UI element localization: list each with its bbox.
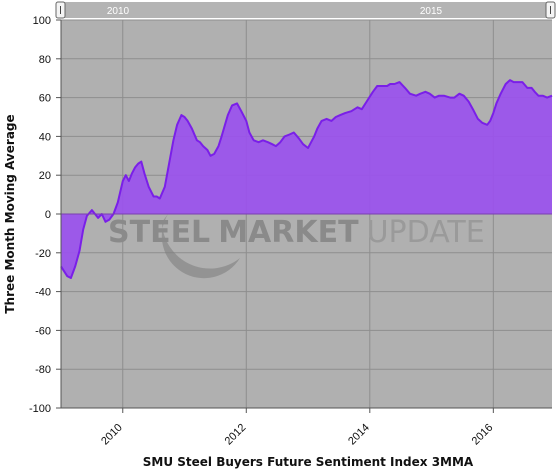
navigator-bar[interactable] — [61, 2, 552, 18]
watermark-swoosh — [161, 214, 240, 279]
watermark: STEEL MARKET UPDATE — [108, 214, 485, 279]
y-tick-label-8: -60 — [35, 325, 51, 337]
navigator[interactable]: 2010 2015 — [55, 1, 556, 19]
x-tick-label-1: 2012 — [223, 422, 249, 448]
watermark-text: STEEL MARKET UPDATE — [108, 215, 485, 250]
navigator-label-0: 2010 — [107, 6, 130, 17]
y-tick-label-2: 60 — [39, 93, 51, 105]
y-tick-label-5: 0 — [45, 209, 51, 221]
x-axis-label: SMU Steel Buyers Future Sentiment Index … — [143, 455, 474, 469]
y-tick-label-1: 80 — [39, 54, 51, 66]
watermark-bold: STEEL — [108, 215, 210, 250]
x-tick-label-3: 2016 — [470, 422, 496, 448]
y-tick-label-10: -100 — [29, 403, 51, 415]
x-tick-label-0: 2010 — [99, 422, 125, 448]
y-tick-label-9: -80 — [35, 364, 51, 376]
watermark-mid: MARKET — [218, 215, 359, 250]
series-group — [60, 79, 553, 279]
y-axis-ticks: 100 80 60 40 20 0 -20 -40 -60 -80 -100 — [29, 15, 61, 415]
x-axis-ticks: 2010 2012 2014 2016 — [99, 408, 495, 447]
watermark-light: UPDATE — [367, 215, 485, 250]
y-tick-label-3: 40 — [39, 131, 51, 143]
y-tick-label-6: -20 — [35, 248, 51, 260]
y-axis-label: Three Month Moving Average — [3, 114, 17, 313]
x-tick-label-2: 2014 — [346, 422, 372, 448]
navigator-label-1: 2015 — [420, 6, 443, 17]
series-line-0 — [60, 79, 553, 279]
y-tick-label-7: -40 — [35, 287, 51, 299]
y-tick-label-0: 100 — [33, 15, 51, 27]
y-tick-label-4: 20 — [39, 170, 51, 182]
series-area-0 — [61, 80, 552, 278]
